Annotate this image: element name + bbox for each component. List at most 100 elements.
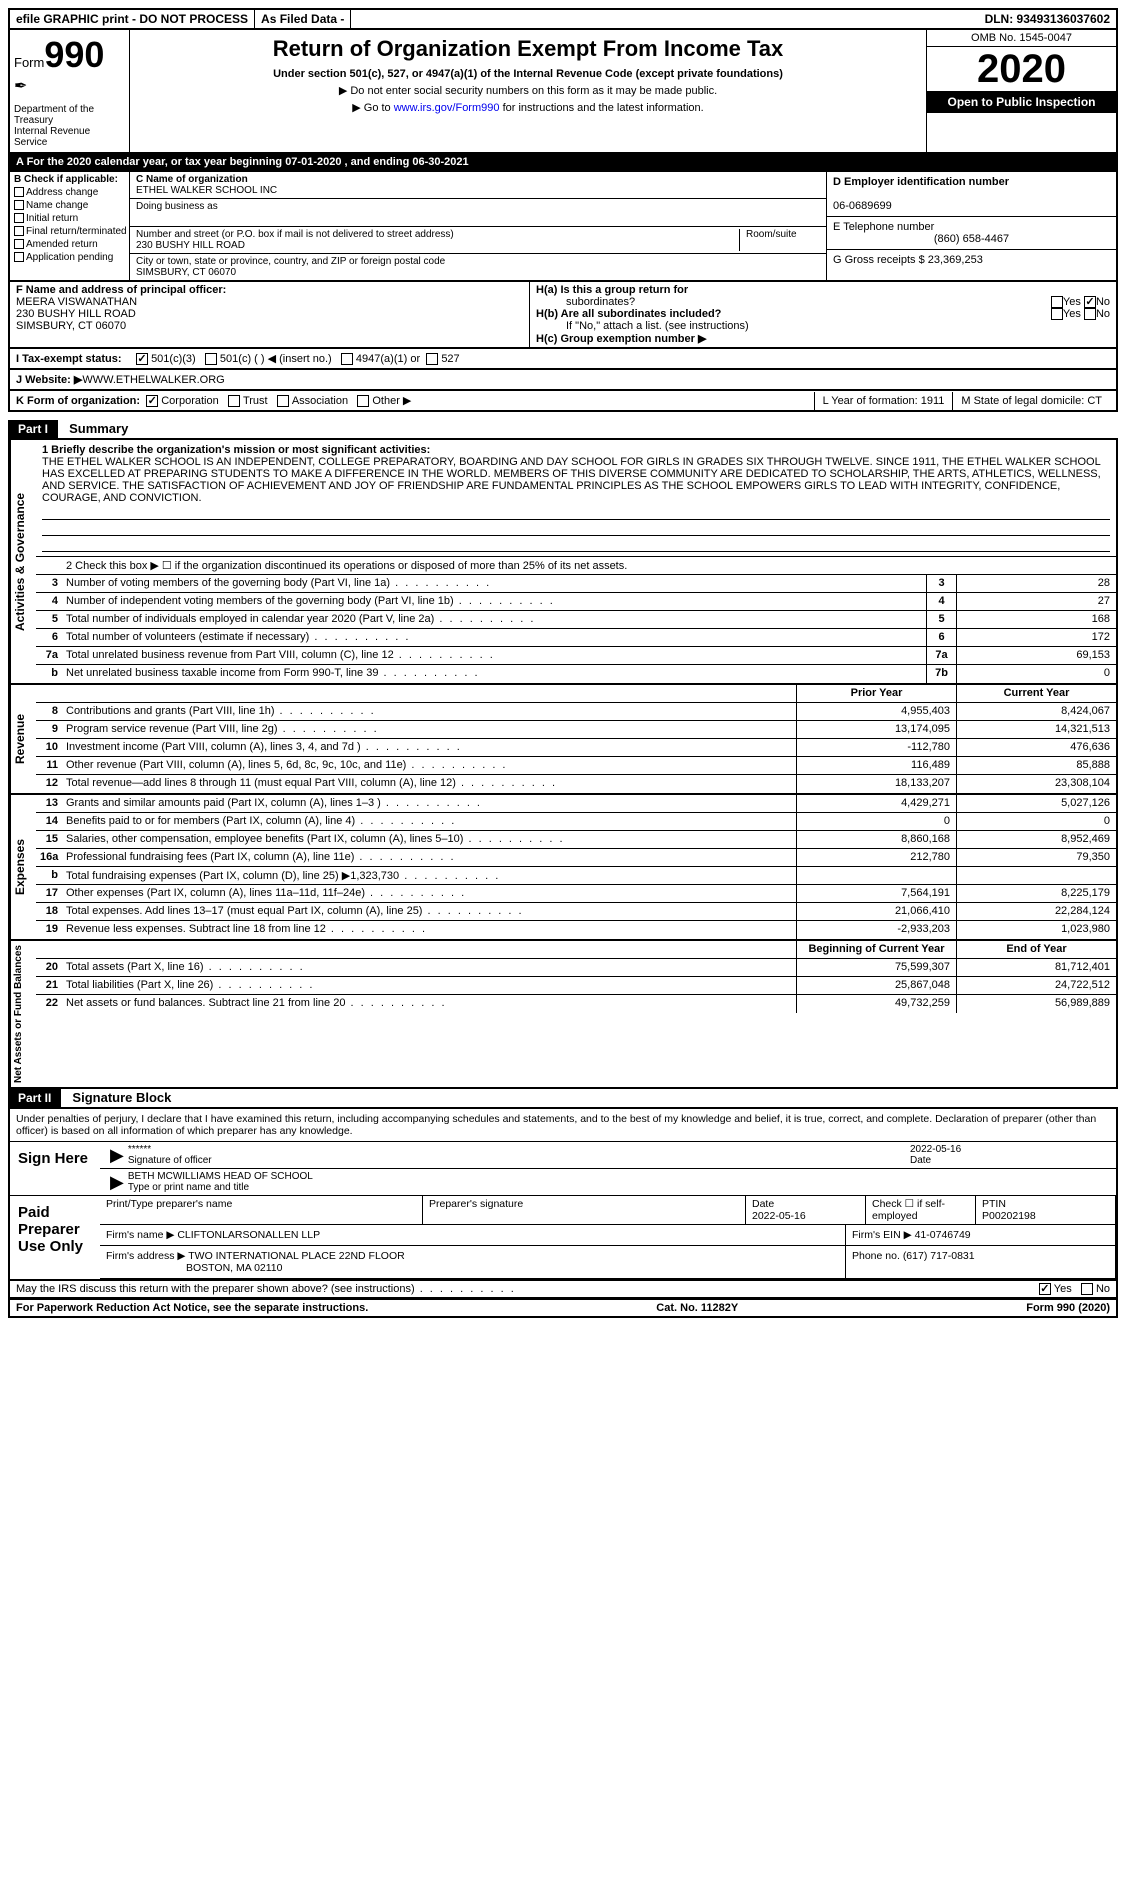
col-b-checkboxes: B Check if applicable: Address change Na… — [10, 172, 130, 280]
side-expenses: Expenses — [10, 795, 36, 939]
check-amended-return[interactable]: Amended return — [14, 239, 125, 250]
check-name-change[interactable]: Name change — [14, 200, 125, 211]
summary-row: b Net unrelated business taxable income … — [36, 665, 1116, 683]
form-subtitle: Under section 501(c), 527, or 4947(a)(1)… — [138, 68, 918, 80]
summary-row: 9 Program service revenue (Part VIII, li… — [36, 721, 1116, 739]
section-bcdeg: B Check if applicable: Address change Na… — [8, 172, 1118, 282]
m-state-domicile: M State of legal domicile: CT — [952, 392, 1110, 410]
city-state-zip: SIMSBURY, CT 06070 — [136, 267, 236, 278]
website-url: WWW.ETHELWALKER.ORG — [82, 374, 224, 386]
footer: For Paperwork Reduction Act Notice, see … — [8, 1299, 1118, 1318]
h-group-return: H(a) Is this a group return for subordin… — [530, 282, 1116, 347]
i-501c[interactable] — [205, 353, 217, 365]
head-current-year: Current Year — [956, 685, 1116, 702]
discuss-no[interactable] — [1081, 1283, 1093, 1295]
date-label: Date — [910, 1155, 931, 1166]
dept-label: Department of the Treasury Internal Reve… — [14, 104, 125, 148]
summary-row: 13 Grants and similar amounts paid (Part… — [36, 795, 1116, 813]
paperwork-notice: For Paperwork Reduction Act Notice, see … — [16, 1302, 368, 1314]
paid-preparer-label: Paid Preparer Use Only — [10, 1196, 100, 1279]
summary-row: 5 Total number of individuals employed i… — [36, 611, 1116, 629]
street-address: 230 BUSHY HILL ROAD — [136, 240, 245, 251]
ssn-notice: ▶ Do not enter social security numbers o… — [138, 84, 918, 97]
summary-row: 6 Total number of volunteers (estimate i… — [36, 629, 1116, 647]
g-gross-receipts: G Gross receipts $ 23,369,253 — [827, 250, 1116, 270]
hb-no[interactable] — [1084, 308, 1096, 320]
check-address-change[interactable]: Address change — [14, 187, 125, 198]
col-c-name-address: C Name of organization ETHEL WALKER SCHO… — [130, 172, 826, 280]
header-center: Return of Organization Exempt From Incom… — [130, 30, 926, 152]
efile-top-bar: efile GRAPHIC print - DO NOT PROCESS As … — [8, 8, 1118, 30]
k-corp[interactable]: ✓ — [146, 395, 158, 407]
irs-link[interactable]: www.irs.gov/Form990 — [394, 102, 500, 114]
ha-yes[interactable] — [1051, 296, 1063, 308]
summary-row: 4 Number of independent voting members o… — [36, 593, 1116, 611]
room-suite-label: Room/suite — [740, 229, 820, 251]
form-header: Form990 ✒ Department of the Treasury Int… — [8, 30, 1118, 154]
prep-name-label: Print/Type preparer's name — [100, 1196, 423, 1225]
l-year-formation: L Year of formation: 1911 — [814, 392, 953, 410]
summary-row: 21 Total liabilities (Part X, line 26) 2… — [36, 977, 1116, 995]
check-initial-return[interactable]: Initial return — [14, 213, 125, 224]
dln-number: DLN: 93493136037602 — [979, 10, 1116, 28]
discuss-yes[interactable]: ✓ — [1039, 1283, 1051, 1295]
firm-name: CLIFTONLARSONALLEN LLP — [177, 1229, 320, 1241]
summary-row: 19 Revenue less expenses. Subtract line … — [36, 921, 1116, 939]
header-right: OMB No. 1545-0047 2020 Open to Public In… — [926, 30, 1116, 152]
arrow-icon: ▶ — [106, 1172, 128, 1193]
summary-row: 14 Benefits paid to or for members (Part… — [36, 813, 1116, 831]
principal-officer: F Name and address of principal officer:… — [10, 282, 530, 347]
row-a-tax-year: A For the 2020 calendar year, or tax yea… — [8, 154, 1118, 172]
phone-value: (860) 658-4467 — [833, 233, 1110, 245]
side-net-assets: Net Assets or Fund Balances — [10, 941, 36, 1087]
c-label: C Name of organization — [136, 174, 248, 185]
summary-row: 8 Contributions and grants (Part VIII, l… — [36, 703, 1116, 721]
discuss-row: May the IRS discuss this return with the… — [8, 1281, 1118, 1299]
row-k-org-form: K Form of organization: ✓ Corporation Tr… — [8, 391, 1118, 412]
check-final-return[interactable]: Final return/terminated — [14, 226, 125, 237]
row-j-website: J Website: ▶ WWW.ETHELWALKER.ORG — [8, 370, 1118, 391]
self-employed-check[interactable]: Check ☐ if self-employed — [866, 1196, 976, 1225]
row-i-tax-exempt: I Tax-exempt status: ✓ 501(c)(3) 501(c) … — [8, 349, 1118, 370]
head-prior-year: Prior Year — [796, 685, 956, 702]
as-filed-data: As Filed Data - — [255, 10, 351, 28]
type-print-label: Type or print name and title — [128, 1182, 249, 1193]
i-501c3[interactable]: ✓ — [136, 353, 148, 365]
side-activities-governance: Activities & Governance — [10, 440, 36, 683]
e-phone-label: E Telephone number — [833, 221, 934, 233]
officer-name-title: BETH MCWILLIAMS HEAD OF SCHOOL — [128, 1171, 313, 1182]
i-4947[interactable] — [341, 353, 353, 365]
summary-row: 11 Other revenue (Part VIII, column (A),… — [36, 757, 1116, 775]
k-assoc[interactable] — [277, 395, 289, 407]
k-trust[interactable] — [228, 395, 240, 407]
side-revenue: Revenue — [10, 685, 36, 793]
org-name: ETHEL WALKER SCHOOL INC — [136, 185, 277, 196]
form-title: Return of Organization Exempt From Incom… — [138, 36, 918, 62]
header-left: Form990 ✒ Department of the Treasury Int… — [10, 30, 130, 152]
i-527[interactable] — [426, 353, 438, 365]
summary-row: 18 Total expenses. Add lines 13–17 (must… — [36, 903, 1116, 921]
signature-stars: ****** — [128, 1144, 151, 1155]
head-beginning-year: Beginning of Current Year — [796, 941, 956, 958]
check-application-pending[interactable]: Application pending — [14, 252, 125, 263]
part-ii-header: Part II — [8, 1089, 61, 1107]
signature-block: Under penalties of perjury, I declare th… — [8, 1107, 1118, 1281]
k-other[interactable] — [357, 395, 369, 407]
head-end-year: End of Year — [956, 941, 1116, 958]
ha-no[interactable]: ✓ — [1084, 296, 1096, 308]
efile-notice: efile GRAPHIC print - DO NOT PROCESS — [10, 10, 255, 28]
sig-date: 2022-05-16 — [910, 1144, 961, 1155]
ein-value: 06-0689699 — [833, 200, 892, 212]
open-to-public: Open to Public Inspection — [927, 91, 1116, 113]
part-i-title: Summary — [61, 421, 128, 436]
sig-officer-label: Signature of officer — [128, 1155, 212, 1166]
hb-yes[interactable] — [1051, 308, 1063, 320]
summary-row: 12 Total revenue—add lines 8 through 11 … — [36, 775, 1116, 793]
summary-row: 3 Number of voting members of the govern… — [36, 575, 1116, 593]
cat-no: Cat. No. 11282Y — [656, 1302, 738, 1314]
goto-link-line: ▶ Go to www.irs.gov/Form990 for instruct… — [138, 101, 918, 114]
summary-row: b Total fundraising expenses (Part IX, c… — [36, 867, 1116, 885]
summary-row: 10 Investment income (Part VIII, column … — [36, 739, 1116, 757]
col-d-e-g: D Employer identification number 06-0689… — [826, 172, 1116, 280]
sign-here-label: Sign Here — [10, 1142, 100, 1195]
